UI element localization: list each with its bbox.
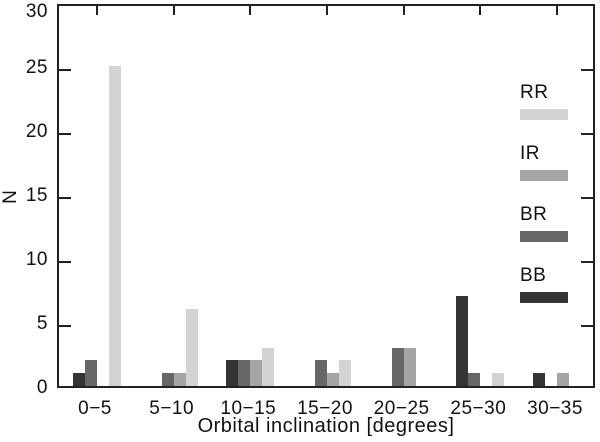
top-axis-tick xyxy=(172,6,175,15)
legend-entry-BR: BR xyxy=(520,204,580,242)
x-tick-label: 20−25 xyxy=(373,398,430,419)
x-tick-label: 15−20 xyxy=(297,398,353,419)
x-axis-title: Orbital inclination [degrees] xyxy=(197,415,455,437)
legend-swatch-IR xyxy=(520,170,568,181)
right-axis-tick xyxy=(581,197,593,199)
right-axis-tick xyxy=(581,133,593,135)
y-tick-label: 0 xyxy=(36,377,48,398)
y-tick-label: 25 xyxy=(25,57,48,78)
y-tick-label: 20 xyxy=(25,121,48,142)
x-tick-label: 25−30 xyxy=(450,398,507,419)
legend-swatch-RR xyxy=(520,109,568,120)
legend-entry-BB: BB xyxy=(520,265,580,303)
plot-area xyxy=(57,4,595,388)
y-tick-label: 15 xyxy=(25,185,48,206)
x-tick-label: 5−10 xyxy=(149,398,195,419)
left-axis-tick xyxy=(59,69,71,71)
legend-label-BB: BB xyxy=(520,265,547,286)
left-axis-tick xyxy=(59,261,71,263)
legend-label-IR: IR xyxy=(520,143,540,164)
bar-BR-25−30 xyxy=(468,373,481,386)
bar-BR-0−5 xyxy=(85,360,97,386)
right-axis-tick xyxy=(581,69,593,71)
bar-RR-10−15 xyxy=(262,347,275,386)
y-tick-label: 10 xyxy=(25,249,48,270)
bar-BR-15−20 xyxy=(315,360,327,386)
bar-RR-0−5 xyxy=(109,66,121,386)
top-axis-tick xyxy=(402,6,405,15)
bar-BR-5−10 xyxy=(161,373,174,386)
y-tick-label: 5 xyxy=(36,313,48,334)
x-tick-label: 30−35 xyxy=(527,398,583,419)
bar-IR-5−10 xyxy=(173,373,186,386)
top-axis-tick xyxy=(326,6,328,15)
top-axis-tick xyxy=(479,6,482,15)
bar-BR-10−15 xyxy=(238,360,251,386)
left-axis-tick xyxy=(59,197,71,199)
bar-BB-25−30 xyxy=(456,296,469,386)
bar-IR-15−20 xyxy=(327,373,339,386)
legend-entry-RR: RR xyxy=(520,82,580,120)
bar-IR-20−25 xyxy=(403,347,416,386)
bar-RR-15−20 xyxy=(339,360,351,386)
bar-RR-5−10 xyxy=(185,309,198,386)
x-tick-label: 10−15 xyxy=(220,398,277,419)
bar-BB-30−35 xyxy=(533,373,546,386)
legend-swatch-BR xyxy=(520,231,568,242)
bar-IR-10−15 xyxy=(250,360,263,386)
legend-label-RR: RR xyxy=(520,82,549,103)
top-axis-tick xyxy=(249,6,252,15)
left-axis-tick xyxy=(59,325,71,327)
right-axis-tick xyxy=(581,325,593,327)
bar-IR-30−35 xyxy=(557,373,570,386)
bar-RR-25−30 xyxy=(492,373,505,386)
legend-swatch-BB xyxy=(520,292,568,303)
top-axis-tick xyxy=(556,6,559,15)
bar-BR-20−25 xyxy=(391,347,404,386)
legend-label-BR: BR xyxy=(520,204,548,225)
y-tick-label: 30 xyxy=(25,1,48,22)
left-axis-tick xyxy=(59,133,71,135)
top-axis-tick xyxy=(96,6,98,15)
legend-entry-IR: IR xyxy=(520,143,580,181)
right-axis-tick xyxy=(581,261,593,263)
bar-BB-0−5 xyxy=(73,373,85,386)
x-tick-label: 0−5 xyxy=(78,398,112,419)
bar-BB-10−15 xyxy=(226,360,239,386)
